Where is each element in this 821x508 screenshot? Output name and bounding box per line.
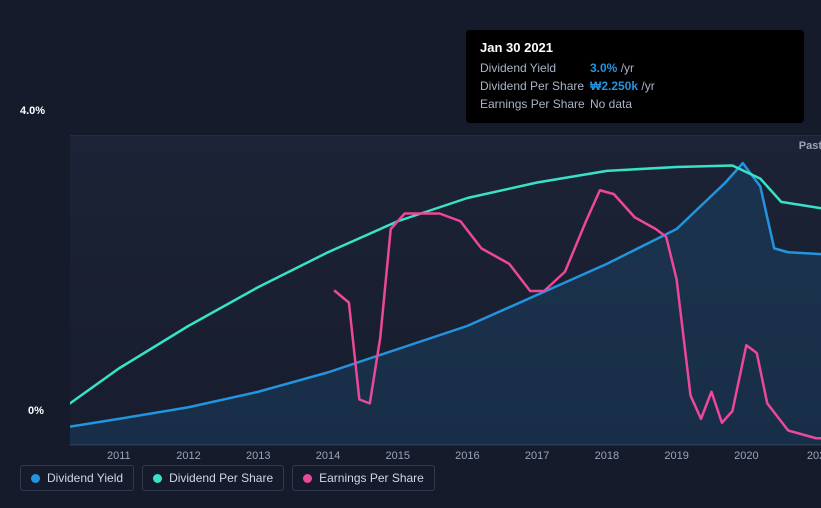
tooltip-value: ₩2.250k /yr	[590, 77, 655, 95]
x-axis-tick: 2018	[595, 450, 619, 462]
x-axis-tick: 2020	[734, 450, 758, 462]
legend-label: Dividend Yield	[47, 471, 123, 485]
past-label: Past	[799, 140, 821, 152]
tooltip-label: Dividend Yield	[480, 59, 590, 77]
tooltip-date: Jan 30 2021	[480, 40, 790, 55]
y-axis-top-label: 4.0%	[20, 105, 45, 117]
legend-label: Earnings Per Share	[319, 471, 424, 485]
plot-area[interactable]: Past	[70, 135, 821, 445]
x-axis-tick: 2019	[664, 450, 688, 462]
x-axis-tick: 2016	[455, 450, 479, 462]
tooltip-label: Dividend Per Share	[480, 77, 590, 95]
swatch-icon	[303, 474, 312, 483]
tooltip-label: Earnings Per Share	[480, 95, 590, 113]
tooltip-value: No data	[590, 95, 632, 113]
y-axis-bottom-label: 0%	[28, 405, 44, 417]
chart-legend: Dividend Yield Dividend Per Share Earnin…	[20, 465, 435, 491]
swatch-icon	[31, 474, 40, 483]
legend-label: Dividend Per Share	[169, 471, 273, 485]
tooltip-row: Earnings Per Share No data	[480, 95, 790, 113]
x-axis-tick: 2011	[107, 450, 131, 462]
chart-svg	[70, 136, 821, 446]
x-axis-tick: 2017	[525, 450, 549, 462]
tooltip-row: Dividend Per Share ₩2.250k /yr	[480, 77, 790, 95]
legend-item-earnings-per-share[interactable]: Earnings Per Share	[292, 465, 435, 491]
chart-tooltip: Jan 30 2021 Dividend Yield 3.0% /yr Divi…	[466, 30, 804, 123]
x-axis-tick: 2015	[385, 450, 409, 462]
tooltip-value: 3.0% /yr	[590, 59, 634, 77]
x-axis-tick: 2013	[246, 450, 270, 462]
x-axis-tick: 2012	[176, 450, 200, 462]
legend-item-dividend-per-share[interactable]: Dividend Per Share	[142, 465, 284, 491]
x-axis-tick: 202	[807, 450, 821, 462]
tooltip-row: Dividend Yield 3.0% /yr	[480, 59, 790, 77]
swatch-icon	[153, 474, 162, 483]
legend-item-dividend-yield[interactable]: Dividend Yield	[20, 465, 134, 491]
x-axis-tick: 2014	[316, 450, 340, 462]
